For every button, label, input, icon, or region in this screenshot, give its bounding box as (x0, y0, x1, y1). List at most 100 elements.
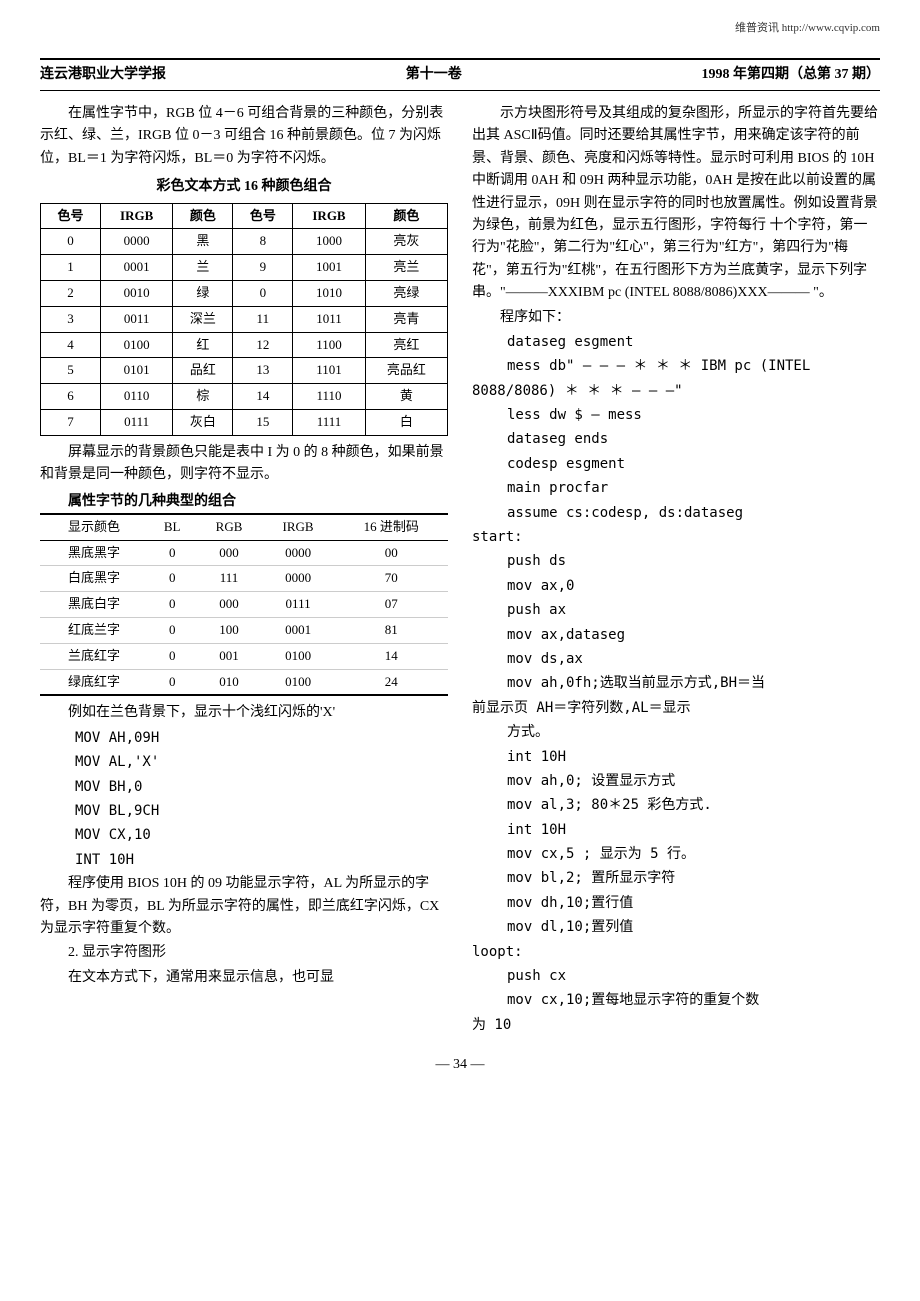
table-row: 绿底红字0010010024 (40, 669, 448, 695)
table-cell: 0 (148, 592, 196, 618)
table-cell: 亮绿 (365, 280, 447, 306)
code-line: MOV BL,9CH (40, 800, 448, 822)
table-cell: 010 (196, 669, 261, 695)
table-cell: 70 (334, 566, 448, 592)
table-cell: 2 (41, 280, 101, 306)
code-line: int 10H (472, 746, 880, 768)
code-line: MOV AL,'X' (40, 751, 448, 773)
color-table-16: 色号IRGB颜色色号IRGB颜色 00000黑81000亮灰10001兰9100… (40, 203, 448, 436)
table-cell: 15 (233, 409, 293, 435)
table-header: 颜色 (173, 203, 233, 229)
para: 屏幕显示的背景颜色只能是表中 I 为 0 的 8 种颜色，如果前景和背景是同一种… (40, 442, 448, 487)
table-cell: 1000 (293, 229, 365, 255)
right-column: 示方块图形符号及其组成的复杂图形，所显示的字符首先要给出其 ASCⅡ码值。同时还… (472, 103, 880, 1038)
table-cell: 1011 (293, 306, 365, 332)
table-row: 红底兰字0100000181 (40, 618, 448, 644)
table-cell: 亮青 (365, 306, 447, 332)
table-cell: 0000 (262, 540, 335, 566)
code-line: loopt: (472, 941, 880, 963)
table-header: IRGB (100, 203, 172, 229)
table-cell: 100 (196, 618, 261, 644)
table-row: 70111灰白151111白 (41, 409, 448, 435)
table-cell: 白底黑字 (40, 566, 148, 592)
table-cell: 0111 (262, 592, 335, 618)
table-row: 10001兰91001亮兰 (41, 255, 448, 281)
left-column: 在属性字节中，RGB 位 4－6 可组合背景的三种颜色，分别表示红、绿、兰，IR… (40, 103, 448, 1038)
table-cell: 1010 (293, 280, 365, 306)
journal-name: 连云港职业大学学报 (40, 64, 166, 86)
table-cell: 绿底红字 (40, 669, 148, 695)
code-line: int 10H (472, 819, 880, 841)
code-line: INT 10H (40, 849, 448, 871)
table-cell: 亮灰 (365, 229, 447, 255)
source-link: 维普资讯 http://www.cqvip.com (40, 20, 880, 38)
table-cell: 品红 (173, 358, 233, 384)
para: 示方块图形符号及其组成的复杂图形，所显示的字符首先要给出其 ASCⅡ码值。同时还… (472, 103, 880, 305)
table-cell: 000 (196, 592, 261, 618)
table-cell: 0 (148, 566, 196, 592)
table-cell: 红 (173, 332, 233, 358)
table-header: 颜色 (365, 203, 447, 229)
table-cell: 黑底黑字 (40, 540, 148, 566)
table-cell: 24 (334, 669, 448, 695)
page-header: 连云港职业大学学报 第十一卷 1998 年第四期（总第 37 期） (40, 58, 880, 91)
table-cell: 0100 (262, 669, 335, 695)
table-cell: 07 (334, 592, 448, 618)
table-cell: 0000 (100, 229, 172, 255)
para: 2. 显示字符图形 (40, 942, 448, 964)
code-line: mov dh,10;置行值 (472, 892, 880, 914)
table-cell: 81 (334, 618, 448, 644)
table-cell: 3 (41, 306, 101, 332)
table-cell: 0 (148, 540, 196, 566)
table-row: 60110棕141110黄 (41, 384, 448, 410)
code-line: less dw $ ― mess (472, 404, 880, 426)
table-cell: 8 (233, 229, 293, 255)
table-cell: 0000 (262, 566, 335, 592)
table-header: IRGB (262, 514, 335, 540)
table-cell: 兰底红字 (40, 643, 148, 669)
table-cell: 黄 (365, 384, 447, 410)
table-row: 50101品红131101亮品红 (41, 358, 448, 384)
table-cell: 1101 (293, 358, 365, 384)
table-cell: 6 (41, 384, 101, 410)
table-cell: 0001 (100, 255, 172, 281)
code-line: start: (472, 526, 880, 548)
code-line: mov bl,2; 置所显示字符 (472, 867, 880, 889)
issue: 1998 年第四期（总第 37 期） (702, 64, 881, 86)
table-row: 00000黑81000亮灰 (41, 229, 448, 255)
code-line: 前显示页 AH＝字符列数,AL＝显示 (472, 697, 880, 719)
table-cell: 12 (233, 332, 293, 358)
table-cell: 4 (41, 332, 101, 358)
table-cell: 1001 (293, 255, 365, 281)
table-cell: 0 (233, 280, 293, 306)
table-cell: 黑 (173, 229, 233, 255)
table-cell: 亮红 (365, 332, 447, 358)
code-line: push cx (472, 965, 880, 987)
code-line: assume cs:codesp, ds:dataseg (472, 502, 880, 524)
table2-title: 属性字节的几种典型的组合 (40, 491, 448, 513)
para: 例如在兰色背景下，显示十个浅红闪烁的'X' (40, 702, 448, 724)
table-cell: 14 (334, 643, 448, 669)
table-cell: 5 (41, 358, 101, 384)
code-line: dataseg ends (472, 428, 880, 450)
table-cell: 0001 (262, 618, 335, 644)
table-header: 16 进制码 (334, 514, 448, 540)
table-row: 黑底黑字0000000000 (40, 540, 448, 566)
table-cell: 黑底白字 (40, 592, 148, 618)
asm-block: MOV AH,09HMOV AL,'X'MOV BH,0MOV BL,9CHMO… (40, 727, 448, 871)
table-cell: 11 (233, 306, 293, 332)
para: 程序使用 BIOS 10H 的 09 功能显示字符，AL 为所显示的字符，BH … (40, 873, 448, 940)
attr-combo-table: 显示颜色BLRGBIRGB16 进制码 黑底黑字0000000000白底黑字01… (40, 513, 448, 697)
code-line: MOV AH,09H (40, 727, 448, 749)
table-row: 兰底红字0001010014 (40, 643, 448, 669)
code-line: push ds (472, 550, 880, 572)
table-cell: 白 (365, 409, 447, 435)
table-cell: 1100 (293, 332, 365, 358)
table-cell: 棕 (173, 384, 233, 410)
code-line: mov cx,10;置每地显示字符的重复个数 (472, 989, 880, 1011)
code-line: mov ah,0; 设置显示方式 (472, 770, 880, 792)
code-line: codesp esgment (472, 453, 880, 475)
code-line: 方式。 (472, 721, 880, 743)
table-cell: 0 (148, 669, 196, 695)
table-cell: 0 (148, 643, 196, 669)
